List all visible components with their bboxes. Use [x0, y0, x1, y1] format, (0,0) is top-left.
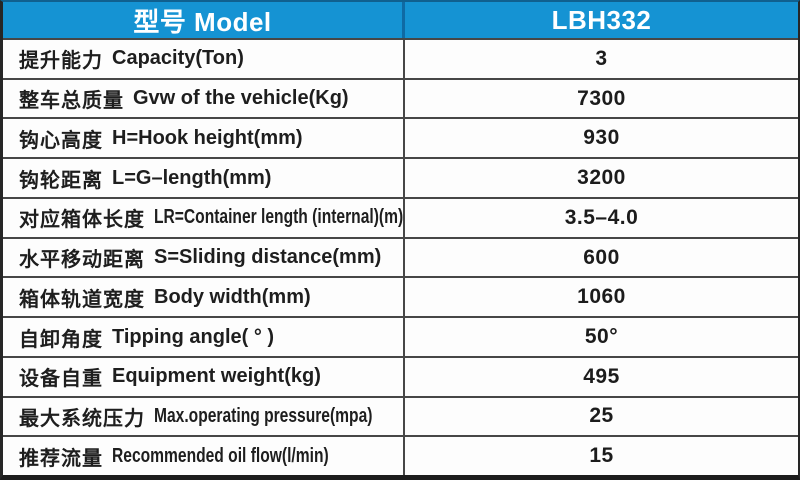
spec-label-en: Body width(mm)	[154, 285, 311, 308]
spec-label-cell: 提升能力 Capacity(Ton)	[3, 40, 405, 78]
spec-value: 15	[589, 444, 614, 468]
table-row-container-length: 对应箱体长度 LR=Container length (internal)(m)…	[3, 196, 798, 237]
spec-value-cell: 1060	[405, 278, 798, 316]
spec-label-en: Gvw of the vehicle(Kg)	[133, 87, 349, 110]
table-row-tipping-angle: 自卸角度 Tipping angle( ° ) 50°	[3, 316, 798, 356]
table-row-hook-height: 钩心高度 H=Hook height(mm) 930	[3, 117, 798, 158]
spec-label-cell: 最大系统压力 Max.operating pressure(mpa)	[3, 397, 405, 436]
spec-label-cell: 水平移动距离 S=Sliding distance(mm)	[3, 238, 405, 277]
spec-label-en: LR=Container length (internal)(m)	[154, 206, 404, 229]
table-row-max-pressure: 最大系统压力 Max.operating pressure(mpa) 25	[3, 395, 798, 436]
spec-label-en: Recommended oil flow(l/min)	[112, 444, 329, 467]
spec-label-cn: 整车总质量	[19, 90, 124, 113]
spec-value: 25	[589, 404, 614, 428]
spec-label-cn: 箱体轨道宽度	[19, 288, 145, 311]
spec-label-en: H=Hook height(mm)	[112, 126, 303, 149]
table-row-oil-flow: 推荐流量 Recommended oil flow(l/min) 15	[3, 435, 798, 475]
spec-label-cn: 推荐流量	[19, 447, 103, 470]
spec-label-en: Capacity(Ton)	[112, 47, 244, 70]
spec-value: 3	[595, 46, 608, 70]
spec-label-cn: 水平移动距离	[19, 249, 145, 272]
spec-label-cn: 钩心高度	[19, 129, 103, 152]
spec-label-cn: 最大系统压力	[19, 407, 145, 430]
spec-label-cell: 钩心高度 H=Hook height(mm)	[3, 119, 405, 158]
table-row-sliding-distance: 水平移动距离 S=Sliding distance(mm) 600	[3, 236, 798, 277]
model-header-label: 型号 Model	[133, 6, 272, 37]
spec-label-en: S=Sliding distance(mm)	[154, 246, 382, 269]
spec-label-cn: 自卸角度	[19, 328, 103, 351]
spec-label-cell: 对应箱体长度 LR=Container length (internal)(m)	[3, 198, 405, 237]
spec-value: 3.5–4.0	[564, 205, 639, 229]
table-row-equipment-weight: 设备自重 Equipment weight(kg) 495	[3, 355, 798, 396]
spec-value-cell: 25	[405, 398, 798, 436]
spec-value-cell: 15	[405, 437, 798, 475]
spec-label-cell: 箱体轨道宽度 Body width(mm)	[3, 278, 405, 317]
spec-value-cell: 3.5–4.0	[405, 199, 798, 237]
model-header-cell: 型号 Model	[3, 2, 405, 38]
spec-label-cell: 设备自重 Equipment weight(kg)	[3, 357, 405, 396]
spec-value: 1060	[577, 285, 626, 309]
spec-value: 7300	[577, 86, 626, 110]
spec-value-cell: 3	[405, 40, 798, 78]
table-header-row: 型号 Model LBH332	[3, 2, 798, 38]
spec-label-cell: 自卸角度 Tipping angle( ° )	[3, 318, 405, 356]
table-row-g-length: 钩轮距离 L=G–length(mm) 3200	[3, 157, 798, 197]
model-value-cell: LBH332	[405, 2, 798, 38]
spec-value-cell: 50°	[405, 318, 798, 356]
spec-value: 495	[583, 364, 620, 388]
table-row-body-width: 箱体轨道宽度 Body width(mm) 1060	[3, 276, 798, 317]
spec-label-en: Max.operating pressure(mpa)	[154, 404, 373, 427]
spec-label-en: Tipping angle( ° )	[112, 325, 275, 348]
spec-label-cn: 设备自重	[19, 368, 103, 391]
spec-value-cell: 3200	[405, 159, 798, 197]
spec-value: 50°	[584, 325, 619, 348]
spec-label-cell: 整车总质量 Gvw of the vehicle(Kg)	[3, 79, 405, 118]
model-number-label: LBH332	[551, 4, 652, 35]
spec-label-cell: 推荐流量 Recommended oil flow(l/min)	[3, 437, 405, 475]
spec-label-cn: 对应箱体长度	[19, 209, 145, 232]
spec-value: 930	[583, 126, 620, 150]
table-row-gvw: 整车总质量 Gvw of the vehicle(Kg) 7300	[3, 77, 798, 118]
spec-value: 600	[583, 245, 620, 269]
spec-label-cn: 提升能力	[19, 50, 103, 73]
spec-label-cell: 钩轮距离 L=G–length(mm)	[3, 159, 405, 197]
table-row-capacity: 提升能力 Capacity(Ton) 3	[3, 38, 798, 78]
spec-value-cell: 600	[405, 239, 798, 277]
spec-value-cell: 7300	[405, 80, 798, 118]
spec-label-cn: 钩轮距离	[19, 169, 103, 192]
spec-value-cell: 495	[405, 358, 798, 396]
spec-value: 3200	[577, 166, 626, 190]
spec-value-cell: 930	[405, 119, 798, 157]
spec-label-en: Equipment weight(kg)	[112, 365, 321, 388]
spec-label-en: L=G–length(mm)	[112, 166, 272, 189]
